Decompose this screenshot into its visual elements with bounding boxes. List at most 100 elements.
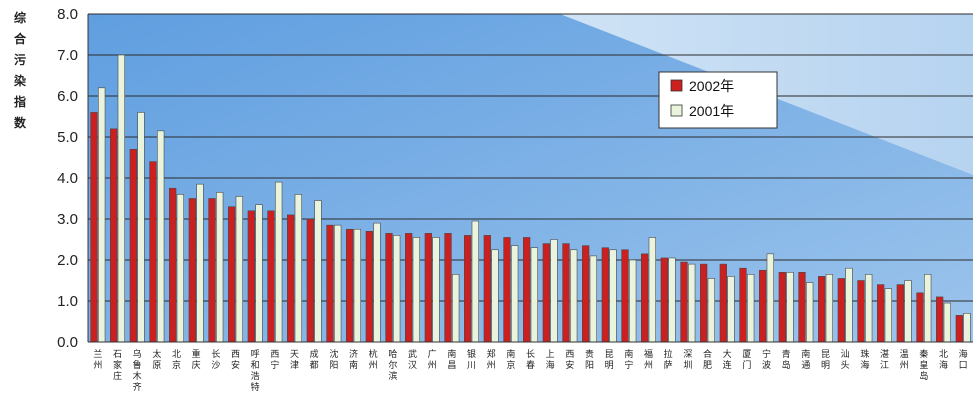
bar-2001 xyxy=(373,222,381,343)
category-label: 杭州 xyxy=(369,348,378,371)
category-label: 沈阳 xyxy=(329,348,338,371)
bar-2002 xyxy=(719,263,727,343)
legend-label-2002: 2002年 xyxy=(689,78,734,94)
category-label: 南京 xyxy=(506,348,515,371)
legend-swatch-2001 xyxy=(670,104,683,117)
category-label: 西宁 xyxy=(270,349,279,371)
bar-2002 xyxy=(896,284,904,343)
bar-2002 xyxy=(562,243,570,343)
y-tick-label: 2.0 xyxy=(57,252,78,269)
bar-2001 xyxy=(688,263,696,343)
y-tick-label: 6.0 xyxy=(57,88,78,105)
category-label: 武汉 xyxy=(408,348,417,371)
category-label: 海口 xyxy=(959,348,968,371)
bar-2002 xyxy=(306,218,314,343)
category-label: 贵阳 xyxy=(585,348,594,371)
bar-2001 xyxy=(471,220,479,343)
bar-2001 xyxy=(216,192,224,343)
bar-2002 xyxy=(267,210,275,343)
bar-2001 xyxy=(334,224,342,343)
bar-2001 xyxy=(747,274,755,343)
bar-2002 xyxy=(129,149,137,343)
bar-2002 xyxy=(916,292,924,343)
bar-2001 xyxy=(668,257,676,343)
bar-2002 xyxy=(365,231,373,343)
bar-2002 xyxy=(542,243,550,343)
bar-2002 xyxy=(110,128,118,343)
y-tick-label: 4.0 xyxy=(57,170,78,187)
bar-2001 xyxy=(845,267,853,343)
bar-2001 xyxy=(884,288,892,343)
bar-2001 xyxy=(511,245,519,343)
category-label: 成都 xyxy=(310,348,319,371)
bar-2002 xyxy=(877,284,885,343)
bar-2001 xyxy=(412,237,420,343)
bar-2001 xyxy=(255,204,263,343)
category-label: 湛江 xyxy=(880,349,889,371)
category-label: 秦皇岛 xyxy=(919,348,928,382)
bar-2001 xyxy=(452,274,460,343)
category-label: 南宁 xyxy=(624,348,633,371)
category-label: 上海 xyxy=(546,349,555,371)
bar-2002 xyxy=(90,112,98,343)
bar-2001 xyxy=(766,253,774,343)
bar-2002 xyxy=(739,267,747,343)
y-tick-label: 0.0 xyxy=(57,334,78,351)
category-label: 珠海 xyxy=(860,348,869,371)
bar-2001 xyxy=(294,194,302,343)
bar-2002 xyxy=(857,280,865,343)
category-label: 广州 xyxy=(428,348,437,371)
category-label: 合肥 xyxy=(703,348,712,371)
bar-2001 xyxy=(865,274,873,343)
y-axis-label: 综合污染指数 xyxy=(13,10,27,130)
bar-2002 xyxy=(601,247,609,343)
bar-2002 xyxy=(700,263,708,343)
category-label: 青岛 xyxy=(782,348,791,371)
bar-2001 xyxy=(570,249,578,343)
category-label: 温州 xyxy=(900,349,909,371)
bar-2001 xyxy=(98,87,106,343)
y-tick-label: 7.0 xyxy=(57,47,78,64)
bar-2001 xyxy=(275,181,283,343)
category-label: 郑州 xyxy=(487,348,496,371)
bar-2002 xyxy=(346,228,354,343)
bar-2002 xyxy=(188,198,196,343)
category-label: 重庆 xyxy=(192,348,201,371)
bar-2002 xyxy=(464,235,472,343)
legend-label-2001: 2001年 xyxy=(689,103,734,119)
bar-2001 xyxy=(648,237,656,343)
bar-2001 xyxy=(609,249,617,343)
bar-2001 xyxy=(353,228,361,343)
bar-2002 xyxy=(405,233,413,343)
category-label: 太原 xyxy=(152,348,161,371)
bar-2001 xyxy=(806,282,814,343)
bar-2002 xyxy=(424,233,432,343)
bar-2002 xyxy=(228,206,236,343)
bar-2001 xyxy=(629,259,637,343)
bar-2002 xyxy=(778,271,786,343)
bar-2001 xyxy=(314,200,322,343)
bar-2002 xyxy=(326,224,334,343)
bar-2002 xyxy=(385,233,393,343)
category-label: 厦门 xyxy=(742,349,751,371)
category-label: 昆明 xyxy=(605,349,614,371)
category-label: 福州 xyxy=(644,348,653,371)
category-label: 长沙 xyxy=(211,348,220,371)
legend: 2002年 2001年 xyxy=(658,71,778,129)
bar-2001 xyxy=(117,54,125,343)
bar-2001 xyxy=(235,196,243,343)
category-label: 北海 xyxy=(939,349,948,371)
category-label: 北京 xyxy=(172,349,181,371)
category-label: 呼和浩特 xyxy=(251,349,260,393)
bar-2002 xyxy=(247,210,255,343)
bar-2002 xyxy=(936,296,944,343)
category-label: 银川 xyxy=(467,348,476,371)
bar-2002 xyxy=(837,278,845,343)
y-tick-labels: 0.0 1.0 2.0 3.0 4.0 5.0 6.0 7.0 8.0 xyxy=(57,6,78,351)
category-label: 拉萨 xyxy=(664,348,673,371)
bar-series xyxy=(90,54,971,343)
bar-2001 xyxy=(137,112,145,343)
bar-2001 xyxy=(786,271,794,343)
category-label: 汕头 xyxy=(841,349,850,371)
bar-2001 xyxy=(176,194,184,343)
